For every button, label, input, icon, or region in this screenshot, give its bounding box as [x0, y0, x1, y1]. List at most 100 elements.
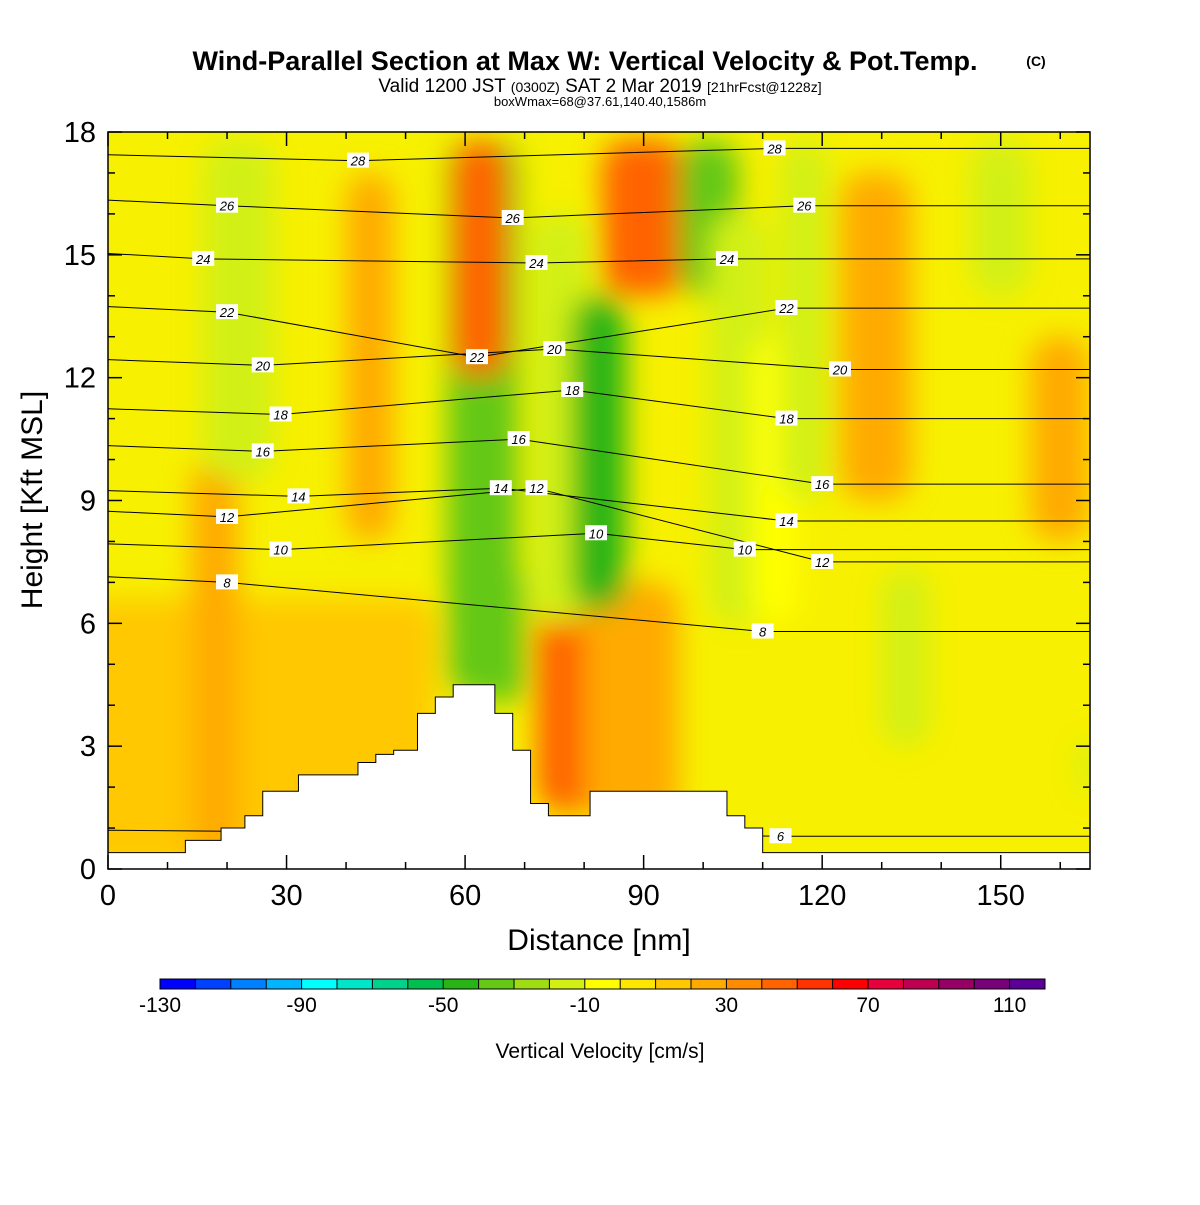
contour-label: 8: [751, 623, 774, 640]
axis-ticks: [107, 131, 1090, 870]
velocity-shade: [881, 570, 930, 747]
velocity-shade: [601, 140, 686, 296]
velocity-shade: [1078, 737, 1090, 796]
velocity-shade: [780, 140, 829, 501]
colorbar-swatch: [620, 979, 657, 989]
y-axis-label: Height [Kft MSL]: [16, 391, 49, 609]
colorbar-tick-label: 30: [715, 994, 738, 1017]
contour-label-text: 24: [195, 252, 210, 267]
contour-label: 24: [192, 250, 215, 267]
contour-label-text: 16: [815, 477, 830, 492]
contour-label: 10: [733, 541, 756, 558]
contour-label-text: 14: [779, 514, 793, 529]
colorbar-tick-label: -130: [139, 994, 181, 1017]
contour-label-text: 12: [529, 481, 544, 496]
contour-label-text: 26: [504, 211, 520, 226]
colorbar-label: Vertical Velocity [cm/s]: [496, 1040, 705, 1063]
colorbar-swatch: [938, 979, 975, 989]
colorbar-swatch: [549, 979, 586, 989]
contour-label-text: 26: [219, 199, 235, 214]
contour-label: 28: [763, 140, 786, 156]
velocity-shade: [584, 582, 680, 820]
velocity-shade: [191, 459, 239, 869]
colorbar-swatch: [761, 979, 798, 989]
contour-label: 24: [525, 255, 548, 271]
contour-label: 20: [251, 357, 274, 373]
colorbar-swatch: [407, 979, 444, 989]
isentrope-8: [108, 576, 1090, 632]
valid-utc: (0300Z): [511, 79, 560, 95]
velocity-shade: [1030, 336, 1090, 542]
velocity-shade: [453, 140, 507, 378]
contour-label: 16: [507, 431, 530, 447]
contour-label: 26: [793, 197, 816, 214]
contour-label-text: 14: [291, 489, 305, 504]
contour-label-text: 28: [766, 141, 782, 156]
colorbar-swatch: [584, 979, 621, 989]
contour-label-text: 20: [546, 342, 562, 357]
colorbar-swatch: [903, 979, 940, 989]
colorbar-swatch: [974, 979, 1011, 989]
colorbar-tick-label: -10: [570, 994, 600, 1017]
colorbar-swatch: [514, 979, 550, 989]
valid-prefix: Valid 1200 JST: [378, 76, 506, 97]
contour-label: 6: [769, 828, 792, 844]
velocity-shade: [203, 140, 275, 481]
y-tick-label: 12: [64, 363, 96, 395]
x-axis-label: Distance [nm]: [507, 924, 690, 957]
contour-label: 16: [811, 476, 834, 492]
contour-label-text: 16: [256, 444, 271, 459]
chart-title: Wind-Parallel Section at Max W: Vertical…: [193, 46, 978, 76]
colorbar-swatch: [301, 979, 338, 989]
colorbar-frame: [159, 978, 1046, 990]
colorbar-swatch: [195, 979, 232, 989]
contour-label-text: 20: [255, 358, 271, 373]
contour-label: 14: [775, 512, 798, 529]
contour-label: 16: [251, 443, 274, 459]
contour-label-text: 22: [469, 350, 485, 365]
plot-area: 28 28 26 26 26 24 24 24 22 22 22 20 20 20 18 18 18 16 16 16…: [108, 132, 1090, 869]
contour-label: 18: [775, 410, 798, 427]
valid-date: SAT 2 Mar 2019: [565, 76, 702, 97]
contour-label-text: 20: [832, 362, 848, 377]
y-tick-labels: 0 3 6 9 12 15 18: [64, 117, 96, 886]
velocity-shade: [346, 172, 394, 542]
isentrope-28: [108, 147, 1090, 162]
x-tick-label: 30: [270, 880, 302, 912]
contour-label: 10: [585, 525, 608, 541]
contour-label: 22: [775, 300, 798, 316]
valid-forecast: [21hrFcst@1228z]: [707, 79, 822, 95]
colorbar-swatch: [1009, 979, 1046, 989]
contour-label-text: 8: [223, 575, 231, 590]
contour-label-text: 10: [738, 543, 753, 558]
colorbar: [159, 978, 1046, 990]
contour-label: 12: [811, 553, 834, 570]
colorbar-swatch: [797, 979, 834, 989]
contour-label-text: 10: [589, 526, 604, 541]
contour-label-text: 18: [565, 383, 580, 398]
contour-label-text: 16: [511, 432, 526, 447]
colorbar-swatch: [691, 979, 727, 989]
velocity-shade: [970, 140, 1031, 296]
x-tick-label: 60: [449, 880, 481, 912]
contour-labels: 28 28 26 26 26 24 24 24 22 22 22 20 20 20 18 18 18 16 16 16…: [192, 140, 852, 844]
colorbar-swatch: [372, 979, 409, 989]
x-tick-label: 120: [798, 880, 846, 912]
y-tick-label: 0: [80, 854, 96, 886]
colorbar-tick-label: 70: [856, 994, 879, 1017]
colorbar-tick-labels: -130 -90 -50 -10 30 70 110: [139, 994, 1026, 1017]
contour-label-text: 8: [759, 625, 767, 640]
contour-label: 8: [216, 574, 239, 590]
velocity-shade: [488, 561, 525, 706]
x-tick-label: 150: [977, 880, 1025, 912]
velocity-shade: [840, 172, 912, 501]
x-tick-label: 0: [100, 880, 116, 912]
contour-label: 18: [269, 406, 292, 423]
y-tick-label: 18: [64, 117, 96, 149]
colorbar-swatch: [655, 979, 692, 989]
contour-label: 22: [216, 304, 239, 320]
contour-label: 14: [489, 480, 512, 496]
contour-label-text: 24: [528, 256, 543, 271]
